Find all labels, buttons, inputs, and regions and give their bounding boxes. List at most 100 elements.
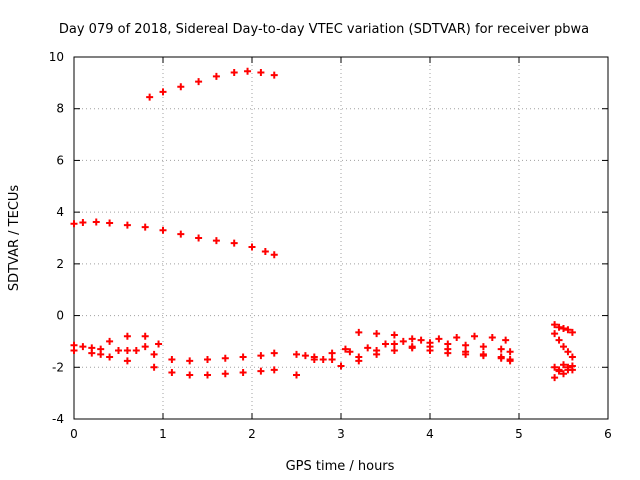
data-point <box>141 343 149 351</box>
data-point <box>319 356 327 364</box>
data-point <box>568 362 576 370</box>
data-point <box>479 352 487 360</box>
data-point <box>239 368 247 376</box>
y-axis-label: SDTVAR / TECUs <box>7 185 22 292</box>
data-point <box>551 363 559 371</box>
data-point <box>195 234 203 242</box>
data-point <box>399 337 407 345</box>
data-point <box>355 357 363 365</box>
data-point <box>150 350 158 358</box>
data-point <box>462 341 470 349</box>
data-point <box>115 346 122 354</box>
y-tick-label: 0 <box>56 309 64 323</box>
y-tick-label: 10 <box>49 50 64 64</box>
data-point <box>382 340 389 348</box>
series-track-l <box>551 362 576 378</box>
data-point <box>444 349 452 357</box>
data-point <box>560 370 567 378</box>
x-tick-label: 3 <box>337 427 345 441</box>
y-tick-label: 6 <box>56 153 64 167</box>
data-point <box>123 332 131 340</box>
data-point <box>270 366 278 374</box>
data-point <box>257 352 265 360</box>
grid <box>74 57 608 419</box>
data-point <box>230 239 238 247</box>
data-point <box>70 220 78 228</box>
series-track-high <box>146 67 278 101</box>
data-point <box>293 350 300 358</box>
data-point <box>177 230 185 238</box>
data-point <box>230 69 238 77</box>
data-point <box>257 69 265 77</box>
data-point <box>426 346 434 354</box>
data-point <box>555 323 563 331</box>
data-point <box>141 223 149 231</box>
data-point <box>310 356 318 364</box>
x-axis-label: GPS time / hours <box>286 459 395 474</box>
data-point <box>462 350 470 358</box>
data-point <box>88 349 96 357</box>
data-point <box>79 218 87 226</box>
series-track-d <box>97 350 278 379</box>
y-tick-label: 2 <box>56 257 64 271</box>
data-point <box>564 366 572 374</box>
data-point <box>568 353 576 361</box>
x-tick-label: 0 <box>70 427 78 441</box>
y-tick-label: 8 <box>56 102 64 116</box>
data-point <box>168 368 176 376</box>
data-point <box>479 343 487 351</box>
data-point <box>408 335 416 343</box>
data-point <box>560 361 567 369</box>
data-point <box>270 349 278 357</box>
data-point <box>168 356 176 364</box>
data-point <box>97 350 105 358</box>
data-point <box>328 356 336 364</box>
data-point <box>408 343 416 351</box>
data-point <box>123 357 131 365</box>
data-point <box>373 330 381 338</box>
data-point <box>212 237 220 245</box>
data-point <box>506 348 514 356</box>
data-point <box>239 353 247 361</box>
data-point <box>155 340 163 348</box>
data-point <box>123 221 131 229</box>
data-point <box>328 349 336 357</box>
data-point <box>106 337 114 345</box>
data-point <box>346 348 354 356</box>
data-point <box>453 334 461 342</box>
data-point <box>150 363 158 371</box>
x-tick-label: 5 <box>515 427 523 441</box>
data-point <box>293 371 300 379</box>
data-point <box>261 247 269 255</box>
y-tick-label: -2 <box>52 360 64 374</box>
data-point <box>551 330 559 338</box>
data-point <box>159 226 167 234</box>
series-track-h <box>355 328 514 356</box>
data-point <box>502 336 510 344</box>
data-point <box>444 340 452 348</box>
data-point <box>551 374 559 382</box>
data-point <box>390 346 398 354</box>
data-point <box>221 370 229 378</box>
data-point <box>221 354 229 362</box>
data-point <box>244 67 252 75</box>
data-point <box>141 332 149 340</box>
data-point <box>560 343 567 351</box>
data-point <box>146 93 154 101</box>
data-point <box>555 367 563 375</box>
data-point <box>560 325 567 332</box>
data-point <box>70 346 78 354</box>
y-tick-label: -4 <box>52 412 64 426</box>
data-point <box>488 334 496 342</box>
data-point <box>106 353 114 361</box>
data-point <box>248 243 256 251</box>
series-track-c <box>79 343 278 365</box>
chart-title: Day 079 of 2018, Sidereal Day-to-day VTE… <box>59 22 589 37</box>
series-track-b <box>70 340 163 361</box>
series-track-f <box>293 343 514 379</box>
data-point <box>417 336 425 344</box>
data-point <box>390 331 398 339</box>
data-point <box>564 348 572 356</box>
series-track-j <box>551 330 576 361</box>
